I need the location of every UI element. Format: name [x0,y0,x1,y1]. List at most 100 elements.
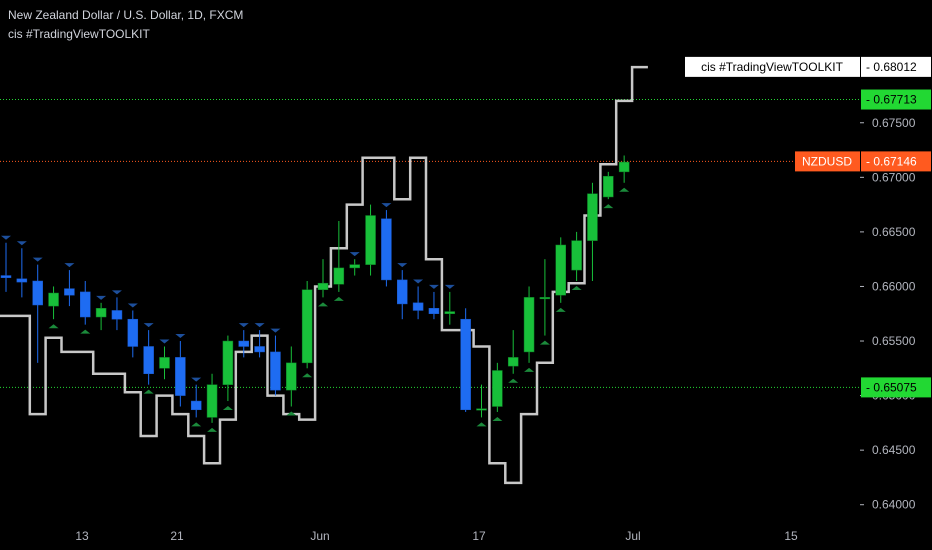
buy-signal-arrow [524,367,535,372]
candle [175,341,186,407]
candle-body [365,215,376,265]
buy-signal-arrow [333,296,344,301]
candle-body [206,384,218,418]
candle [238,330,249,358]
buy-signal-arrow [318,302,328,307]
candle [16,248,28,298]
buy-signal-arrow [476,422,487,427]
candle-body [64,288,75,296]
sell-signal-arrow [16,241,27,246]
sell-signal-arrow [349,252,360,257]
chart-title[interactable]: New Zealand Dollar / U.S. Dollar, 1D, FX… [8,8,244,22]
y-tick-label: 0.66000 [872,279,916,293]
buy-signal-arrow [207,427,218,432]
candle-body [460,318,471,411]
buy-signal-arrow [143,389,154,394]
level-tag-upper-text: - 0.67713 [866,93,917,107]
sell-signal-arrow [397,263,408,268]
candle [333,220,345,292]
candle [159,346,170,380]
sell-signal-arrow [96,295,107,300]
level-tag-upper: - 0.67713 [861,89,931,110]
candle [603,171,614,200]
sell-signal-arrow [175,334,186,339]
sell-signal-arrow [238,323,249,328]
candle [111,297,123,331]
x-tick-label: 13 [75,529,89,543]
indicator-value-box [861,56,931,77]
y-tick-label: 0.66500 [872,225,916,239]
price-tags-layer: - 0.67713 - 0.65075 cis #TradingViewTOOLKI… [685,56,931,398]
candle-body [32,280,43,306]
candle [48,286,59,320]
candle-body [190,400,202,411]
candle-body [507,357,519,367]
sell-signal-arrow [1,235,11,240]
candle-body [254,346,265,353]
candle-body [523,297,535,353]
candle-body [286,362,297,391]
sell-signal-arrow [159,339,170,344]
y-tick-label: 0.64500 [872,443,916,457]
buy-signal-arrow [222,406,233,411]
buy-signal-arrow [619,187,630,192]
candle-body [111,310,123,320]
candle [32,264,43,363]
candle [507,330,519,374]
candle-body [301,289,313,364]
candle [80,281,91,325]
candle-body [444,311,456,314]
candle-body [571,240,582,271]
sell-signal-arrow [381,203,392,208]
candle-body [555,244,566,296]
candle [381,210,392,287]
symbol-name-text: NZDUSD [802,154,852,168]
indicator-value-text: - 0.68012 [866,60,917,74]
candle [0,242,12,292]
candle [571,231,582,281]
x-tick-label: 17 [472,529,486,543]
candle-body [270,351,281,391]
candle-body [175,357,186,396]
sell-signal-arrow [270,328,281,333]
candle [476,384,487,418]
y-tick-label: 0.67500 [872,116,916,130]
candle-body [222,340,234,385]
time-axis[interactable]: 13 21 Jun 17 Jul 15 [75,529,798,543]
candle [95,302,107,331]
candle-body [492,370,503,407]
buy-signal-arrow [539,340,550,345]
indicator-label[interactable]: cis #TradingViewTOOLKIT [8,27,150,41]
buy-signal-arrow [191,422,202,427]
level-tag-lower-text: - 0.65075 [866,380,917,394]
candle-body [127,318,139,347]
candle [412,286,424,320]
buy-signal-arrow [302,373,313,378]
buy-signal-arrow [286,411,297,416]
candle-body [159,357,170,369]
sell-signal-arrow [428,284,439,289]
candle-body [143,346,154,375]
x-tick-label: 15 [784,529,798,543]
candle-body [333,267,345,285]
candle [523,286,535,363]
symbol-value-box [861,151,931,172]
indicator-name-text: cis #TradingViewTOOLKIT [701,60,844,74]
level-tag-upper-bg [861,89,931,110]
indicator-name-box [685,56,860,77]
candle-body [539,297,551,300]
sell-signal-arrow [127,303,138,308]
candle [492,362,503,412]
candle-body [381,218,392,281]
sell-signal-arrow [32,257,43,262]
candle [222,335,234,402]
x-tick-label: 21 [170,529,184,543]
price-axis[interactable]: 0.640000.645000.650000.655000.660000.665… [860,116,916,512]
symbol-value-text: - 0.67146 [866,154,917,168]
candle [254,330,265,358]
candle-body [603,175,614,198]
buy-signal-arrow [48,324,59,329]
candle [460,308,471,412]
candle [301,281,313,369]
